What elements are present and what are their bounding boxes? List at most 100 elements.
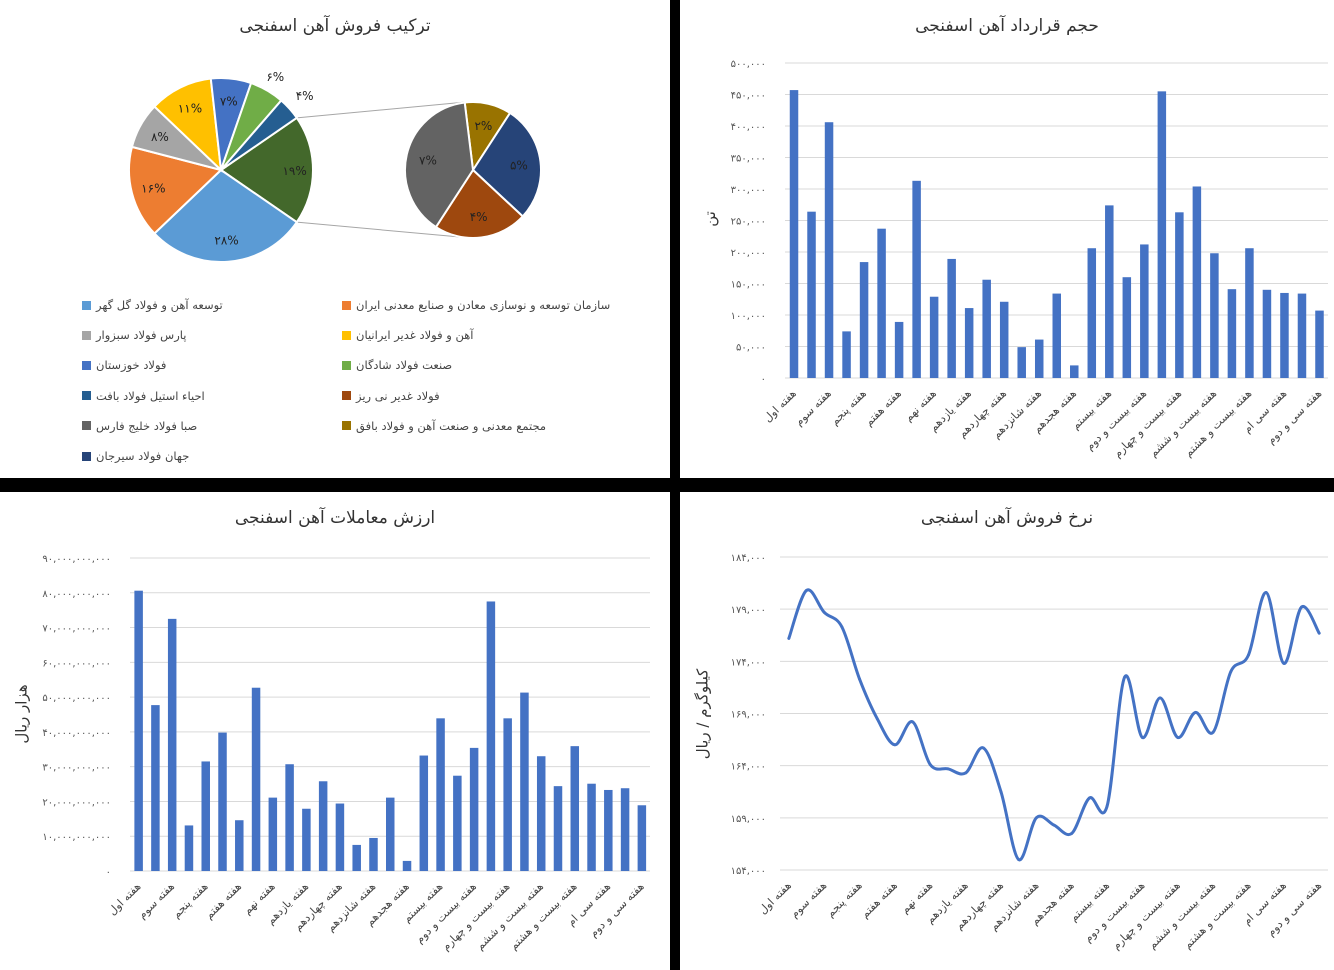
bar: [553, 786, 563, 871]
legend-swatch: [82, 421, 91, 431]
y-tick-label: ۰: [761, 374, 766, 385]
bar: [824, 122, 834, 378]
data-point: [1087, 796, 1091, 800]
sale-rate-line-chart: ۱۵۴,۰۰۰ ۱۵۹,۰۰۰ ۱۶۴,۰۰۰ ۱۶۹,۰۰۰ ۱۷۴,۰۰۰ ۱۷۹,۰…: [731, 553, 1328, 952]
y-tick-label: ۲۰,۰۰۰,۰۰۰,۰۰۰: [42, 797, 111, 808]
data-point: [1176, 736, 1180, 739]
legend-label: فولاد خوزستان: [96, 358, 167, 373]
x-tick-label: هفته هفتم: [862, 387, 904, 429]
bar: [285, 764, 294, 871]
legend-item: سازمان توسعه و نوسازی معادن و صنایع معدن…: [342, 298, 610, 312]
data-point: [840, 625, 844, 629]
data-point: [1282, 662, 1286, 665]
slice-label: ۶%: [266, 70, 284, 84]
bar: [1297, 293, 1307, 378]
bar: [789, 90, 799, 378]
pie-slice: [153, 168, 299, 263]
chart-title: ترکیب فروش آهن اسفنجی: [239, 16, 431, 36]
legend-swatch: [82, 360, 91, 370]
y-tick-label: ۴۰,۰۰۰,۰۰۰,۰۰۰: [42, 728, 111, 739]
bar: [1122, 277, 1132, 378]
bar: [268, 797, 278, 871]
legend-label: احیاء استیل فولاد بافت: [96, 388, 205, 403]
legend-item: پارس فولاد سبزوار: [82, 328, 186, 342]
slice-label: ۴%: [470, 210, 488, 224]
y-tick-label: ۲۰۰,۰۰۰: [731, 248, 766, 259]
y-axis-label: کیلوگرم / ریال: [693, 668, 712, 760]
bar: [134, 590, 143, 871]
pie-chart: ۱۹% ۲۸% ۱۶% ۸% ۱۱% ۷% ۶% ۴% ۲% ۵% ۴% ۷%: [128, 70, 542, 263]
bar: [251, 687, 261, 871]
bar: [352, 844, 361, 871]
bar: [929, 296, 939, 378]
legend-label: پارس فولاد سبزوار: [96, 328, 187, 343]
data-point: [911, 720, 914, 724]
legend-swatch: [342, 330, 351, 340]
legend-label: آهن و فولاد غدیر ایرانیان: [356, 328, 474, 343]
data-point: [1229, 670, 1233, 674]
bar: [520, 692, 529, 871]
data-point: [1211, 730, 1215, 734]
chart-title: نرخ فروش آهن اسفنجی: [920, 508, 1094, 528]
data-point: [1105, 804, 1109, 808]
bar: [999, 301, 1009, 378]
bar: [1262, 289, 1272, 378]
x-tick-label: هفته پنجم: [824, 879, 865, 920]
y-tick-label: ۱۸۴,۰۰۰: [731, 553, 766, 564]
bar: [1245, 248, 1254, 378]
x-tick-label: هفته بیست و دوم: [1083, 387, 1149, 453]
bar: [964, 308, 974, 378]
contract-volume-panel: حجم قرارداد آهن اسفنجی ۰ ۵۰,۰۰۰ ۱۰۰,۰۰۰ ۱۵۰…: [680, 0, 1334, 478]
bar: [369, 837, 378, 871]
legend-label: جهان فولاد سیرجان: [96, 449, 190, 463]
x-tick-label: هفته سوم: [788, 879, 830, 921]
data-point: [1247, 653, 1250, 657]
bar: [201, 761, 210, 871]
legend-item: جهان فولاد سیرجان: [82, 449, 189, 463]
slice-label: ۲۸%: [214, 234, 238, 248]
bar: [419, 755, 429, 871]
bar: [1210, 253, 1219, 378]
data-point: [1034, 816, 1038, 820]
bar: [151, 705, 160, 871]
y-tick-label: ۱۰,۰۰۰,۰۰۰,۰۰۰: [42, 832, 111, 843]
legend-swatch: [82, 451, 91, 461]
connector-line: [296, 221, 461, 238]
bar: [637, 805, 647, 871]
y-tick-label: ۱۰۰,۰۰۰: [731, 311, 766, 322]
legend-label: مجتمع معدنی و صنعت آهن و فولاد بافق: [356, 418, 547, 433]
legend-label: صبا فولاد خلیج فارس: [96, 418, 198, 433]
bar: [1087, 248, 1097, 378]
legend-swatch: [342, 300, 351, 310]
bar: [894, 321, 904, 378]
bar: [486, 601, 496, 871]
bar: [469, 747, 479, 871]
bar: [453, 775, 462, 871]
data-point: [1140, 736, 1144, 739]
secondary-pie-slice: [471, 111, 542, 218]
pie-slice: [153, 77, 223, 173]
bar: [982, 279, 991, 378]
data-point: [1317, 631, 1321, 635]
bar: [1315, 310, 1324, 378]
legend-item: آهن و فولاد غدیر ایرانیان: [342, 328, 473, 342]
bar: [1034, 339, 1044, 378]
data-point: [822, 610, 826, 614]
data-point: [805, 588, 808, 592]
bar: [1017, 347, 1026, 378]
bar: [235, 820, 244, 871]
y-tick-label: ۰: [106, 867, 111, 878]
y-tick-label: ۳۰۰,۰۰۰: [731, 185, 766, 196]
y-tick-label: ۱۶۹,۰۰۰: [731, 710, 766, 721]
bar: [503, 718, 512, 871]
data-point: [1052, 823, 1056, 827]
bar: [947, 258, 956, 378]
pie-slice-other: [219, 116, 314, 224]
bar: [842, 331, 851, 378]
price-line: [787, 588, 1321, 862]
legend-swatch: [82, 300, 91, 310]
secondary-pie-slice: [404, 101, 475, 229]
x-tick-label: هفته بیست و دوم: [1081, 879, 1147, 945]
bar: [859, 262, 869, 378]
legend-swatch: [342, 421, 351, 431]
